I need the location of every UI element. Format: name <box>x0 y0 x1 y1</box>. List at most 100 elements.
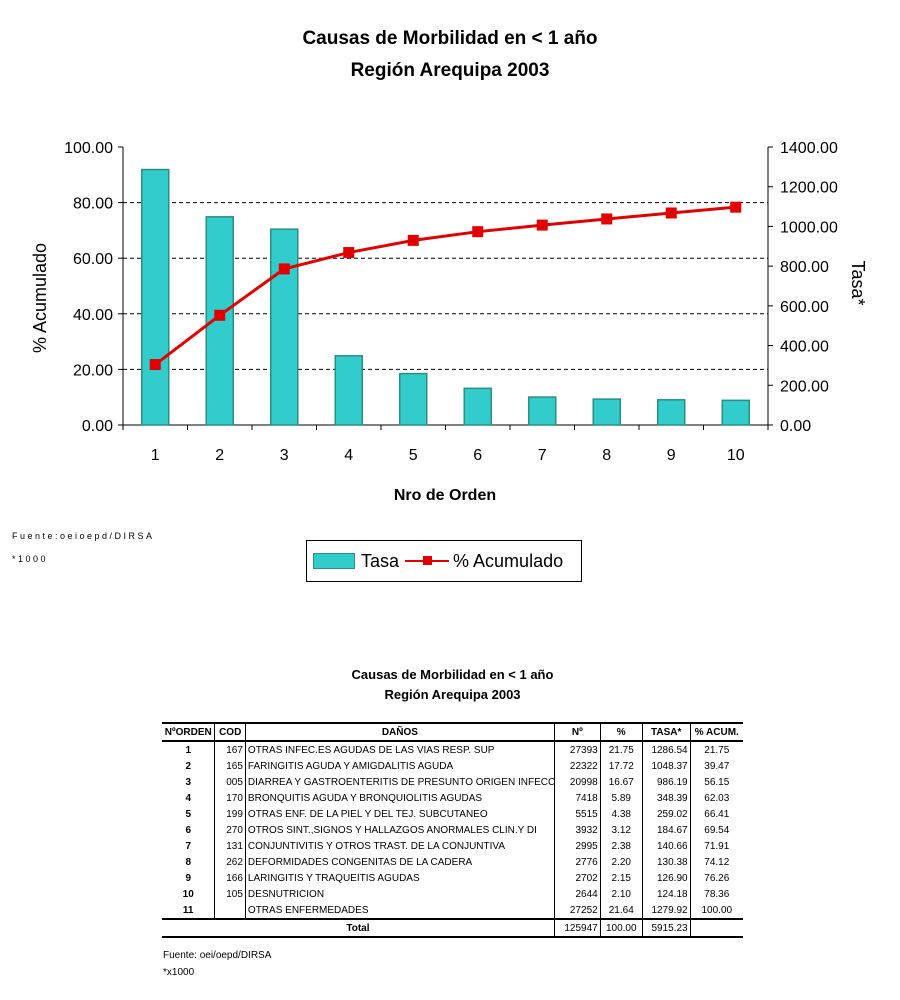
table-row: 1 167 OTRAS INFEC.ES AGUDAS DE LAS VIAS RE… <box>162 741 743 758</box>
chart-subtitle: Región Arequipa 2003 <box>350 60 550 81</box>
x-tick-label: 4 <box>344 447 353 464</box>
bar-tasa <box>141 168 170 426</box>
cell-col-tasa: 1279.92 <box>641 902 691 919</box>
total-n: 125947 <box>553 918 601 938</box>
header-col-tasa: TASA* <box>641 722 691 742</box>
x-axis-label: Nro de Orden <box>394 487 496 504</box>
right-tick-label: 1400.00 <box>780 140 838 157</box>
left-tick-label: 20.00 <box>73 362 113 379</box>
right-tick-label: 600.00 <box>780 299 829 316</box>
cell-col-n: 20998 <box>553 774 601 790</box>
cell-col-cod: 270 <box>214 822 246 838</box>
cell-col-acum: 62.03 <box>689 790 743 806</box>
legend-label-tasa: Tasa <box>361 550 400 571</box>
left-tick-label: 80.00 <box>73 196 113 213</box>
bar-tasa <box>270 228 299 426</box>
chart-title: Causas de Morbilidad en < 1 año <box>302 28 598 49</box>
cell-col-cod: 165 <box>214 758 246 774</box>
cell-col-orden: 7 <box>185 840 191 852</box>
cell-col-acum: 78.36 <box>689 886 743 902</box>
cell-col-n: 3932 <box>553 822 601 838</box>
x-tick-label: 6 <box>473 447 482 464</box>
cell-col-orden: 4 <box>185 792 191 804</box>
point-acumulado <box>149 359 161 371</box>
cell-col-cod: 166 <box>214 870 246 886</box>
point-acumulado <box>407 234 419 246</box>
right-tick-label: 1200.00 <box>780 180 838 197</box>
cell-col-orden: 9 <box>185 872 191 884</box>
point-acumulado <box>665 207 677 219</box>
cell-col-orden: 11 <box>182 904 194 916</box>
cell-col-danos: DIARREA Y GASTROENTERITIS DE PRESUNTO OR… <box>244 774 555 790</box>
cell-col-orden: 5 <box>185 808 191 820</box>
cell-col-pct: 2.20 <box>599 854 643 870</box>
table-row: 10 105 DESNUTRICION 2644 2.10 124.18 78.36 <box>162 886 743 902</box>
cell-col-cod: 105 <box>214 886 246 902</box>
cell-col-danos: OTROS SINT.,SIGNOS Y HALLAZGOS ANORMALES… <box>244 822 555 838</box>
cell-col-tasa: 140.66 <box>641 838 691 854</box>
cell-col-tasa: 184.67 <box>641 822 691 838</box>
cell-col-n: 2776 <box>553 854 601 870</box>
total-tasa: 5915.23 <box>641 918 691 938</box>
cell-col-n: 5515 <box>553 806 601 822</box>
left-tick-label: 60.00 <box>73 251 113 268</box>
left-tick-label: 0.00 <box>82 418 113 435</box>
cell-col-tasa: 124.18 <box>641 886 691 902</box>
header-col-pct: % <box>599 722 643 742</box>
cell-col-cod: 167 <box>214 741 246 758</box>
cell-col-orden: 1 <box>185 744 191 756</box>
x-tick-label: 5 <box>409 447 418 464</box>
cell-col-pct: 17.72 <box>599 758 643 774</box>
cell-col-tasa: 126.90 <box>641 870 691 886</box>
cell-col-pct: 4.38 <box>599 806 643 822</box>
table-row: 11 OTRAS ENFERMEDADES 27252 21.64 1279.92 100… <box>162 902 743 919</box>
cell-col-danos: OTRAS INFEC.ES AGUDAS DE LAS VIAS RESP. … <box>244 741 555 758</box>
cell-col-acum: 39.47 <box>689 758 743 774</box>
header-col-orden: NºORDEN <box>162 722 215 742</box>
cell-col-orden: 10 <box>182 888 194 900</box>
cell-col-pct: 2.38 <box>599 838 643 854</box>
cell-col-danos: BRONQUITIS AGUDA Y BRONQUIOLITIS AGUDAS <box>244 790 555 806</box>
total-label: Total <box>162 918 555 938</box>
cell-col-n: 7418 <box>553 790 601 806</box>
table-note: *x1000 <box>163 967 195 978</box>
left-tick-label: 100.00 <box>64 140 113 157</box>
cell-col-acum: 100.00 <box>689 902 743 919</box>
header-col-danos: DAÑOS <box>244 722 555 742</box>
right-tick-label: 800.00 <box>780 259 829 276</box>
cell-col-n: 27393 <box>553 741 601 758</box>
right-tick-label: 200.00 <box>780 378 829 395</box>
cell-col-danos: OTRAS ENFERMEDADES <box>244 902 555 919</box>
total-pct: 100.00 <box>599 918 643 938</box>
cell-col-pct: 3.12 <box>599 822 643 838</box>
cell-col-orden: 2 <box>185 760 191 772</box>
table-row: 7 131 CONJUNTIVITIS Y OTROS TRAST. DE LA C… <box>162 838 743 854</box>
cell-col-pct: 2.15 <box>599 870 643 886</box>
table-row: 3 005 DIARREA Y GASTROENTERITIS DE PRESUNT… <box>162 774 743 790</box>
chart-source: Fuente:oeioepd/DIRSA <box>12 531 155 541</box>
cell-col-acum: 21.75 <box>689 741 743 758</box>
cell-col-tasa: 348.39 <box>641 790 691 806</box>
cell-col-tasa: 259.02 <box>641 806 691 822</box>
x-tick-label: 8 <box>602 447 611 464</box>
point-acumulado <box>730 201 742 213</box>
cell-col-n: 22322 <box>553 758 601 774</box>
cell-col-n: 2995 <box>553 838 601 854</box>
x-tick-label: 2 <box>215 447 224 464</box>
cell-col-danos: DESNUTRICION <box>244 886 555 902</box>
x-tick-label: 7 <box>538 447 547 464</box>
bar-tasa <box>399 372 428 426</box>
bar-tasa <box>721 399 750 426</box>
cell-col-danos: LARINGITIS Y TRAQUEITIS AGUDAS <box>244 870 555 886</box>
left-tick-label: 40.00 <box>73 307 113 324</box>
table-total-row: Total 125947 100.00 5915.23 <box>162 918 743 938</box>
cell-col-n: 2644 <box>553 886 601 902</box>
bar-tasa <box>463 387 492 426</box>
cell-col-danos: OTRAS ENF. DE LA PIEL Y DEL TEJ. SUBCUTA… <box>244 806 555 822</box>
cell-col-n: 2702 <box>553 870 601 886</box>
cell-col-pct: 2.10 <box>599 886 643 902</box>
cell-col-cod: 262 <box>214 854 246 870</box>
bar-tasa <box>528 396 557 426</box>
legend-swatch-tasa <box>313 553 355 569</box>
chart-legend: Tasa % Acumulado <box>306 540 582 582</box>
